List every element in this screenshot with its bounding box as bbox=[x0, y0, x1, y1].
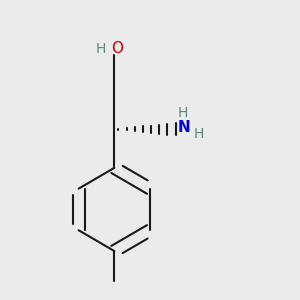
Text: H: H bbox=[96, 42, 106, 56]
Text: O: O bbox=[111, 41, 123, 56]
Text: H: H bbox=[194, 127, 204, 141]
Text: H: H bbox=[178, 106, 188, 120]
Text: N: N bbox=[178, 120, 190, 135]
